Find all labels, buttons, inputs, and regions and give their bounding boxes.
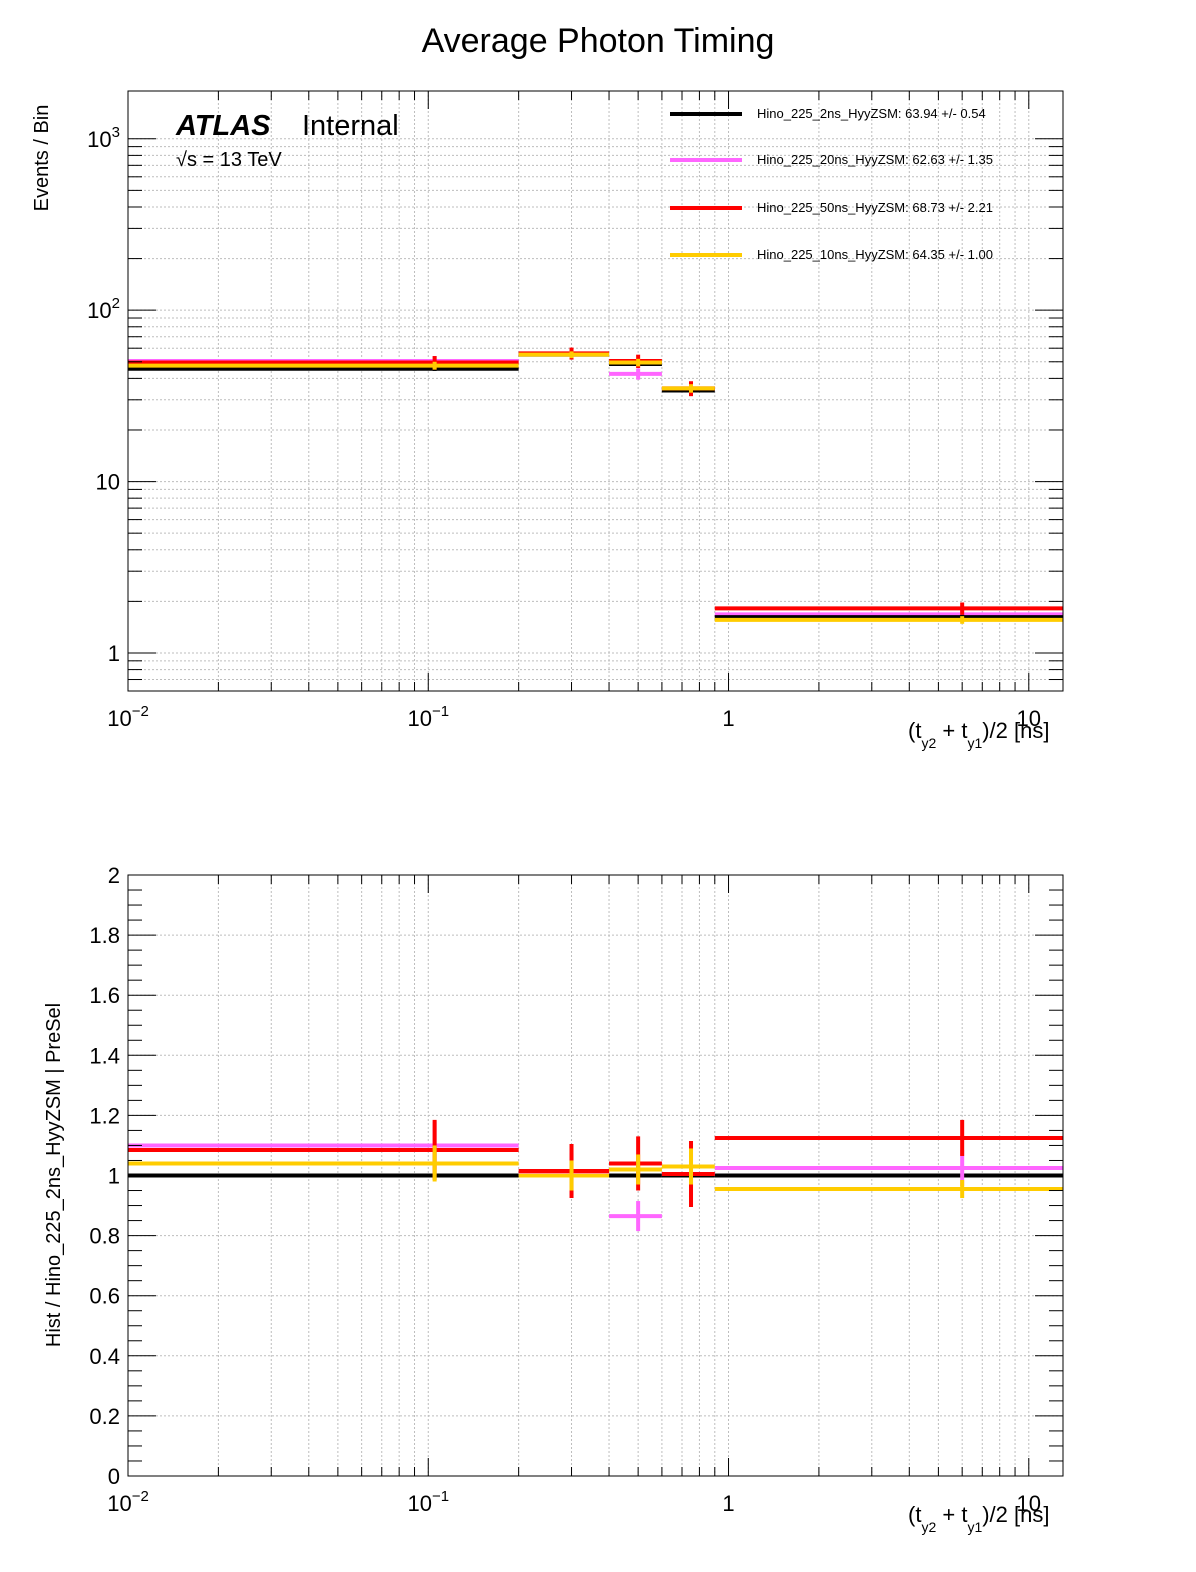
atlas-energy: √s = 13 TeV [176,149,282,171]
bottom-x-axis-label: (ty2 + ty1)/2 [ns] [908,1502,1049,1535]
top-series [128,347,1063,624]
legend-label: Hino_225_2ns_HyyZSM: 63.94 +/- 0.54 [757,106,986,121]
legend-entry: Hino_225_20ns_HyyZSM: 62.63 +/- 1.35 [670,152,993,167]
y-tick-label: 0.8 [89,1224,120,1249]
y-tick-label: 1.2 [89,1103,120,1128]
top-x-axis-label: (ty2 + ty1)/2 [ns] [908,718,1049,751]
top-grid [127,91,1063,692]
y-tick-label: 0.6 [89,1284,120,1309]
x-tick-label: 1 [722,1491,734,1516]
y-tick-label: 1 [108,1164,120,1189]
legend-entry: Hino_225_50ns_HyyZSM: 68.73 +/- 2.21 [670,200,993,215]
bottom-axes [127,874,1064,1477]
y-tick-label: 103 [87,124,120,152]
y-tick-label: 0.2 [89,1404,120,1429]
top-tick-labels: 10−2 10−1 1 10 1 10 102 103 [87,124,1041,731]
series-Hino_225_2ns_HyyZSM [128,352,1063,620]
legend-label: Hino_225_20ns_HyyZSM: 62.63 +/- 1.35 [757,152,993,167]
top-y-axis-label: Events / Bin [31,105,53,212]
legend-label: Hino_225_10ns_HyyZSM: 64.35 +/- 1.00 [757,247,993,262]
x-tick-label: 10−2 [107,703,149,731]
x-tick-label: 1 [722,706,734,731]
bottom-series [128,1119,1063,1232]
y-tick-label: 1.6 [89,983,120,1008]
plot-frame [127,90,1064,692]
series-Hino_225_10ns_HyyZSM [128,351,1063,624]
series-Hino_225_20ns_HyyZSM [128,349,1063,619]
y-tick-label: 1 [108,641,120,666]
series-Hino_225_10ns_HyyZSM [128,1145,1063,1199]
legend-entry: Hino_225_10ns_HyyZSM: 64.35 +/- 1.00 [670,247,993,262]
legend-entry: Hino_225_2ns_HyyZSM: 63.94 +/- 0.54 [670,106,986,121]
x-tick-label: 10 [1017,706,1041,731]
y-tick-label: 102 [87,295,120,323]
x-tick-label: 10 [1017,1491,1041,1516]
bottom-y-axis-label: Hist / Hino_225_2ns_HyyZSM | PreSel [43,1003,65,1347]
bottom-tick-labels: 10−2 10−1 1 10 0 0.2 0.4 0.6 0.8 1 1.2 1.4 1.6 1.8 2 [89,863,1041,1516]
plot-frame [127,874,1064,1477]
y-tick-label: 10 [96,470,120,495]
x-tick-label: 10−1 [407,1488,449,1516]
y-tick-label: 1.8 [89,923,120,948]
y-tick-label: 0.4 [89,1344,120,1369]
y-tick-label: 1.4 [89,1043,120,1068]
chart-title: Average Photon Timing [422,22,775,60]
y-tick-label: 2 [108,863,120,888]
x-tick-label: 10−1 [407,703,449,731]
legend: Hino_225_2ns_HyyZSM: 63.94 +/- 0.54 Hino… [670,106,993,262]
legend-label: Hino_225_50ns_HyyZSM: 68.73 +/- 2.21 [757,200,993,215]
top-axes [127,90,1064,692]
y-tick-label: 0 [108,1464,120,1489]
x-tick-label: 10−2 [107,1488,149,1516]
atlas-label: ATLAS [175,110,271,142]
atlas-status: Internal [302,110,399,142]
